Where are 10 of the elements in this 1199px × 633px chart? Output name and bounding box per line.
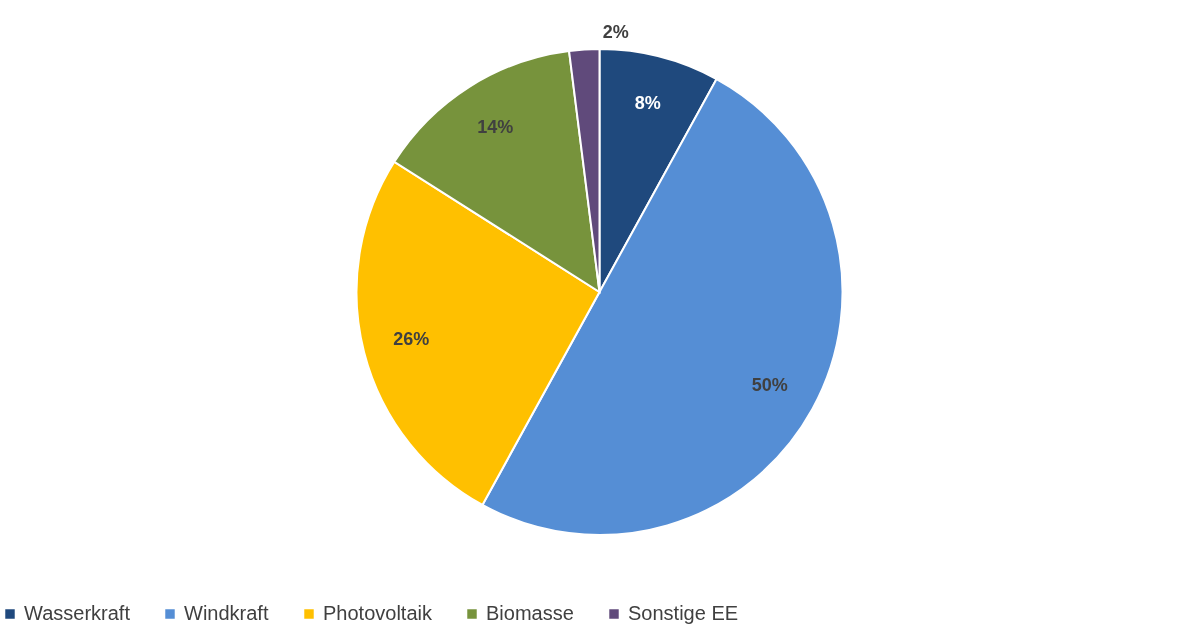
legend-label: Windkraft (184, 602, 269, 624)
data-label: 14% (477, 116, 514, 137)
data-label: 50% (751, 374, 788, 395)
legend-label: Biomasse (486, 602, 574, 624)
legend-label: Photovoltaik (323, 602, 433, 624)
legend-label: Sonstige EE (628, 602, 739, 624)
legend-label: Wasserkraft (24, 602, 131, 624)
data-label: 26% (393, 329, 430, 350)
data-label: 2% (602, 21, 629, 42)
data-label: 8% (634, 92, 661, 113)
